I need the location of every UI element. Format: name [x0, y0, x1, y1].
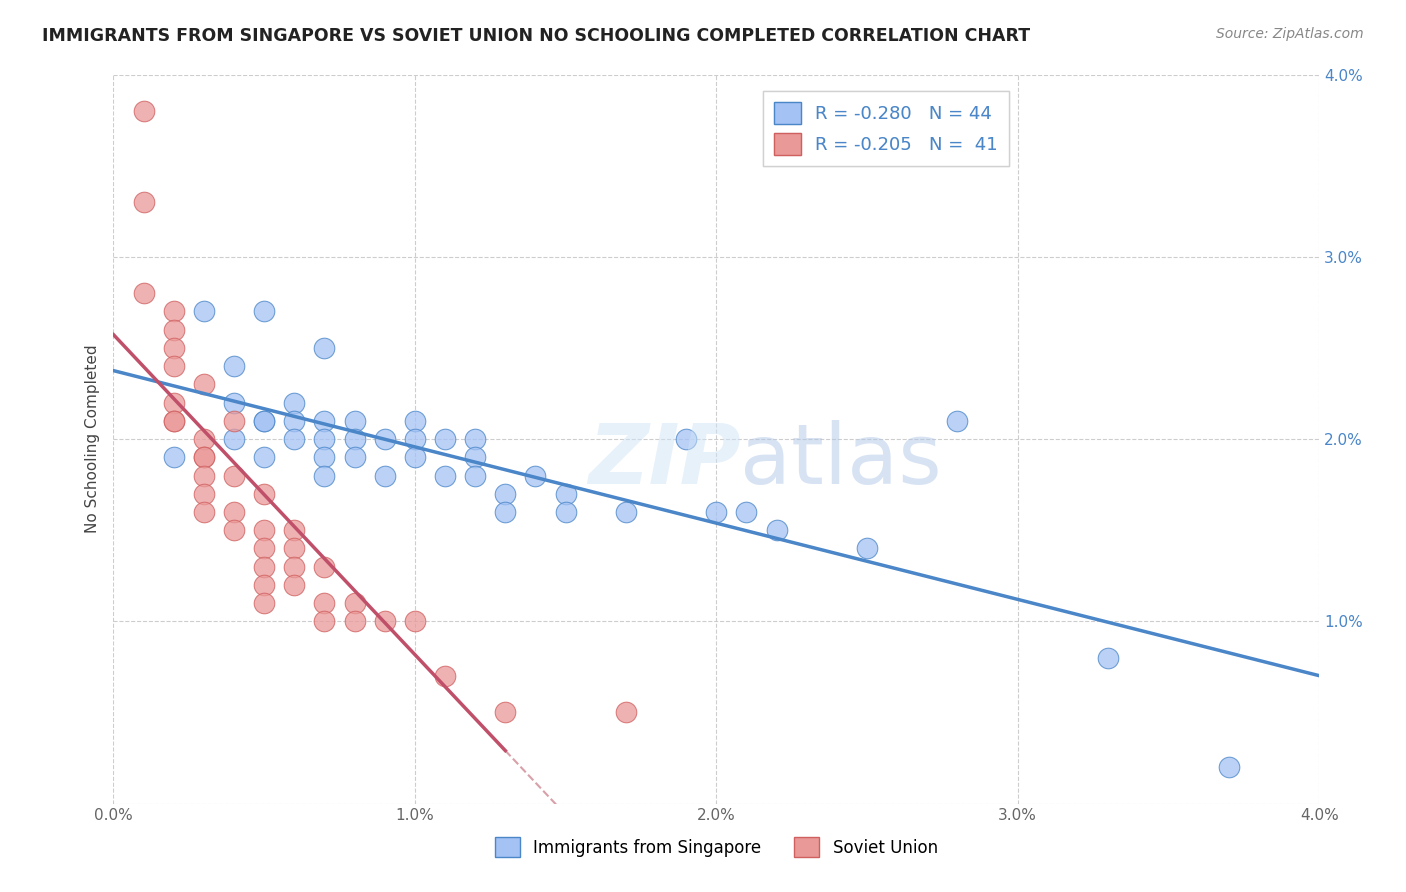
Point: [163, 395, 186, 409]
Point: [343, 596, 366, 610]
Point: [283, 432, 305, 446]
Point: [132, 103, 155, 118]
Text: atlas: atlas: [741, 420, 942, 501]
Point: [163, 341, 186, 355]
Point: [374, 615, 396, 629]
Text: Source: ZipAtlas.com: Source: ZipAtlas.com: [1216, 27, 1364, 41]
Point: [163, 450, 186, 465]
Point: [283, 541, 305, 556]
Point: [253, 578, 276, 592]
Point: [222, 505, 245, 519]
Point: [163, 359, 186, 373]
Point: [314, 341, 336, 355]
Point: [253, 487, 276, 501]
Point: [374, 468, 396, 483]
Point: [314, 615, 336, 629]
Point: [253, 414, 276, 428]
Point: [314, 450, 336, 465]
Text: IMMIGRANTS FROM SINGAPORE VS SOVIET UNION NO SCHOOLING COMPLETED CORRELATION CHA: IMMIGRANTS FROM SINGAPORE VS SOVIET UNIO…: [42, 27, 1031, 45]
Point: [283, 578, 305, 592]
Point: [283, 414, 305, 428]
Point: [193, 468, 215, 483]
Point: [374, 432, 396, 446]
Point: [675, 432, 697, 446]
Point: [614, 505, 637, 519]
Point: [193, 505, 215, 519]
Point: [735, 505, 758, 519]
Point: [856, 541, 879, 556]
Point: [404, 414, 426, 428]
Text: ZIP: ZIP: [588, 420, 741, 501]
Point: [163, 304, 186, 318]
Point: [765, 523, 787, 537]
Point: [314, 468, 336, 483]
Point: [132, 286, 155, 301]
Point: [343, 450, 366, 465]
Point: [132, 195, 155, 210]
Point: [494, 505, 516, 519]
Point: [253, 596, 276, 610]
Point: [404, 432, 426, 446]
Point: [222, 414, 245, 428]
Point: [494, 706, 516, 720]
Point: [314, 414, 336, 428]
Point: [464, 468, 486, 483]
Point: [222, 395, 245, 409]
Point: [434, 468, 457, 483]
Point: [434, 432, 457, 446]
Point: [314, 432, 336, 446]
Point: [404, 450, 426, 465]
Point: [614, 706, 637, 720]
Point: [464, 432, 486, 446]
Point: [314, 559, 336, 574]
Point: [222, 523, 245, 537]
Point: [404, 615, 426, 629]
Point: [163, 414, 186, 428]
Point: [253, 523, 276, 537]
Point: [193, 377, 215, 392]
Point: [253, 541, 276, 556]
Point: [1097, 650, 1119, 665]
Point: [163, 323, 186, 337]
Point: [1218, 760, 1240, 774]
Point: [253, 304, 276, 318]
Point: [524, 468, 547, 483]
Point: [193, 304, 215, 318]
Point: [222, 359, 245, 373]
Point: [253, 414, 276, 428]
Point: [283, 395, 305, 409]
Point: [253, 450, 276, 465]
Point: [343, 414, 366, 428]
Point: [253, 559, 276, 574]
Y-axis label: No Schooling Completed: No Schooling Completed: [86, 344, 100, 533]
Point: [283, 559, 305, 574]
Point: [222, 432, 245, 446]
Point: [704, 505, 727, 519]
Point: [222, 468, 245, 483]
Point: [434, 669, 457, 683]
Point: [494, 487, 516, 501]
Point: [193, 450, 215, 465]
Point: [193, 432, 215, 446]
Point: [946, 414, 969, 428]
Point: [314, 596, 336, 610]
Point: [464, 450, 486, 465]
Point: [554, 505, 576, 519]
Legend: R = -0.280   N = 44, R = -0.205   N =  41: R = -0.280 N = 44, R = -0.205 N = 41: [763, 91, 1008, 166]
Point: [283, 523, 305, 537]
Point: [554, 487, 576, 501]
Point: [193, 450, 215, 465]
Point: [193, 487, 215, 501]
Point: [343, 432, 366, 446]
Point: [163, 414, 186, 428]
Point: [343, 615, 366, 629]
